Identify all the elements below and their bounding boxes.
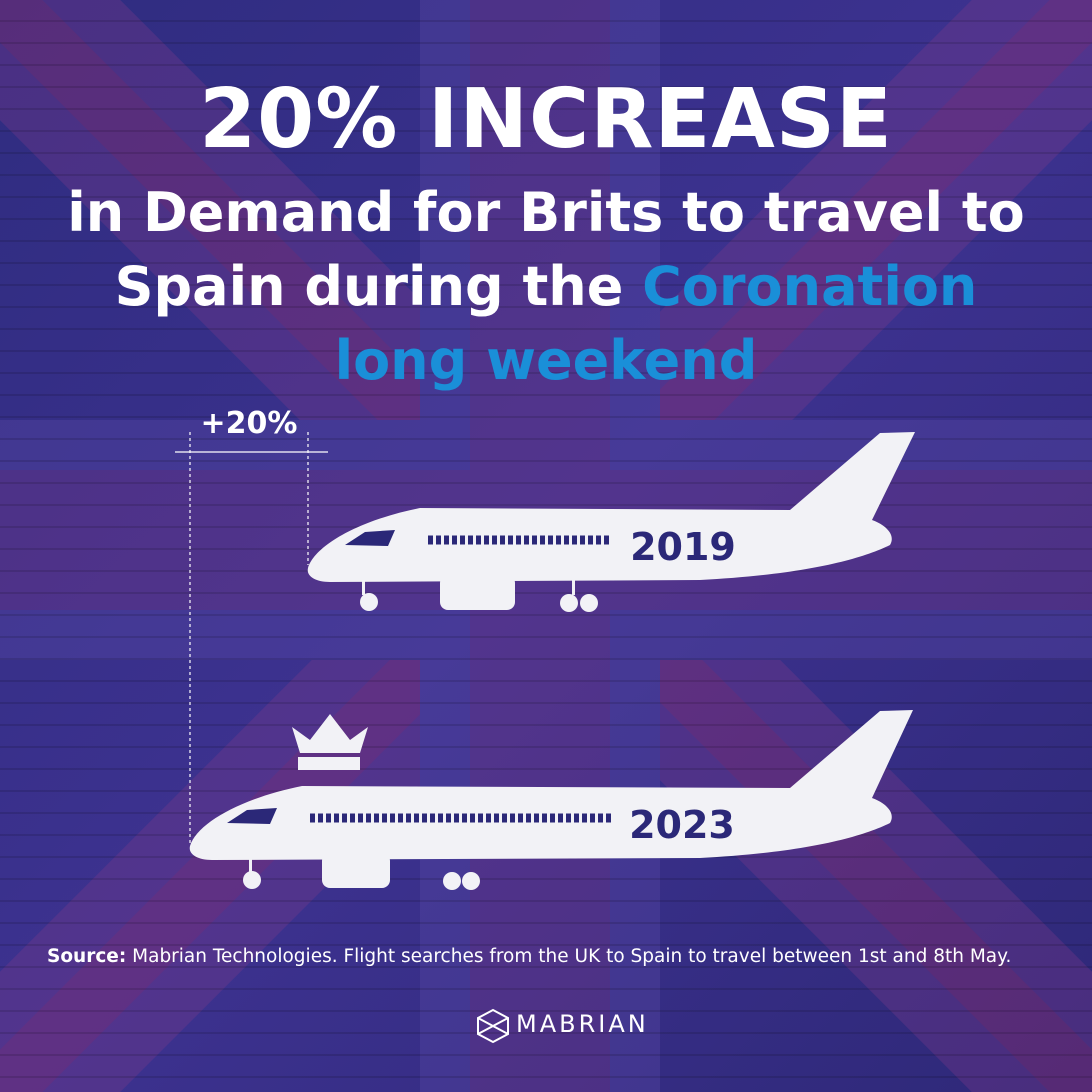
change-label: +20% bbox=[201, 406, 298, 441]
subtitle-line: in Demand for Brits to travel to bbox=[67, 181, 1025, 244]
headline: 20% INCREASE bbox=[199, 72, 893, 167]
subtitle-highlight: Coronation bbox=[642, 255, 978, 318]
plane-2019: 2019 bbox=[307, 432, 915, 612]
brand-logo bbox=[477, 1008, 509, 1044]
subtitle-text: Spain during the bbox=[114, 255, 624, 318]
subtitle-highlight: long weekend bbox=[334, 329, 758, 392]
subtitle: in Demand for Brits to travel to Spain d… bbox=[0, 176, 1092, 398]
source-label: Source: bbox=[47, 946, 127, 967]
subtitle-line: Spain during the Coronation bbox=[0, 250, 1092, 324]
crown bbox=[292, 714, 368, 770]
plane-2023: 2023 bbox=[189, 710, 913, 890]
brand: MABRIAN bbox=[516, 1010, 649, 1038]
plane-label: 2019 bbox=[630, 525, 736, 569]
source-text: Mabrian Technologies. Flight searches fr… bbox=[132, 946, 1012, 967]
source: Source: Mabrian Technologies. Flight sea… bbox=[47, 946, 1011, 967]
plane-label: 2023 bbox=[629, 803, 735, 847]
